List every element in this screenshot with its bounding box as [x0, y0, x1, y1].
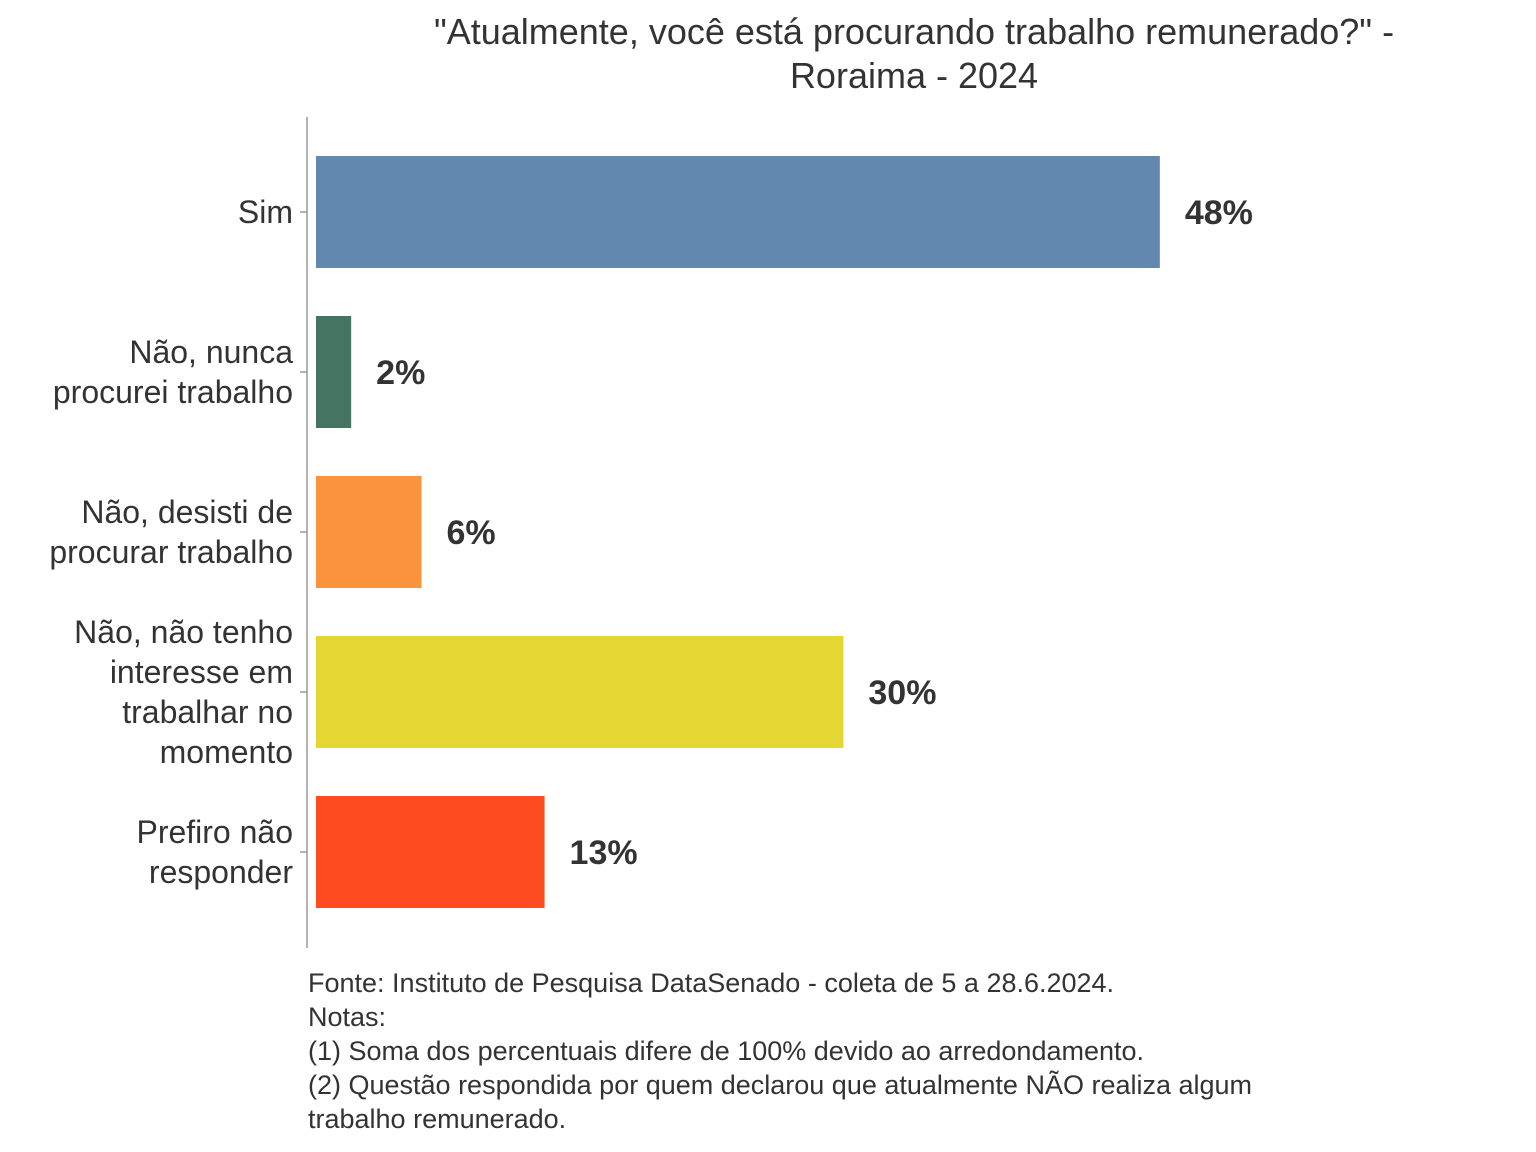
- category-label-0: Sim: [238, 194, 293, 230]
- caption-note-2: (2) Questão respondida por quem declarou…: [308, 1070, 1253, 1100]
- bar-1: [316, 316, 352, 428]
- bars-layer: [316, 156, 1160, 908]
- category-label-3-line-2: trabalhar no: [122, 694, 293, 730]
- category-label-3-line-1: interesse em: [110, 654, 293, 690]
- category-label-4-line-1: responder: [149, 854, 293, 890]
- value-label-0: 48%: [1185, 194, 1253, 232]
- bar-4: [316, 796, 545, 908]
- category-label-3-line-0: Não, não tenho: [74, 614, 293, 650]
- caption-source: Fonte: Instituto de Pesquisa DataSenado …: [308, 968, 1115, 998]
- category-label-3: Não, não tenho interesse em trabalhar no mo…: [74, 614, 293, 770]
- category-label-2: Não, desisti de procurar trabalho: [49, 494, 293, 570]
- chart-title: "Atualmente, você está procurando trabal…: [300, 10, 1528, 98]
- category-label-1: Não, nunca procurei trabalho: [53, 334, 293, 410]
- category-label-4: Prefiro não responder: [136, 814, 293, 890]
- bar-chart: Sim Não, nunca procurei trabalho Não, desis…: [49, 117, 1253, 948]
- value-label-2: 6%: [446, 514, 495, 552]
- value-label-4: 13%: [570, 834, 638, 872]
- category-label-2-line-1: procurar trabalho: [49, 534, 293, 570]
- bar-2: [316, 476, 422, 588]
- chart-title-line-1: "Atualmente, você está procurando trabal…: [433, 11, 1395, 52]
- value-label-3: 30%: [868, 674, 936, 712]
- bar-3: [316, 636, 844, 748]
- category-label-0-line-0: Sim: [238, 194, 293, 230]
- caption-note-1: (1) Soma dos percentuais difere de 100% …: [308, 1036, 1145, 1066]
- bar-0: [316, 156, 1160, 268]
- category-labels-layer: Sim Não, nunca procurei trabalho Não, desis…: [49, 194, 293, 890]
- category-label-2-line-0: Não, desisti de: [81, 494, 293, 530]
- caption-note-2-continued: trabalho remunerado.: [308, 1104, 567, 1134]
- category-label-3-line-3: momento: [160, 734, 293, 770]
- value-labels-layer: 48% 2% 6% 30% 13%: [376, 194, 1253, 872]
- caption-notes-heading: Notas:: [308, 1002, 387, 1032]
- value-label-1: 2%: [376, 354, 425, 392]
- caption: Fonte: Instituto de Pesquisa DataSenado …: [308, 966, 1508, 1136]
- y-axis-ticks: [300, 211, 307, 853]
- category-label-4-line-0: Prefiro não: [136, 814, 293, 850]
- chart-title-line-2: Roraima - 2024: [789, 55, 1039, 96]
- category-label-1-line-0: Não, nunca: [129, 334, 293, 370]
- category-label-1-line-1: procurei trabalho: [53, 374, 293, 410]
